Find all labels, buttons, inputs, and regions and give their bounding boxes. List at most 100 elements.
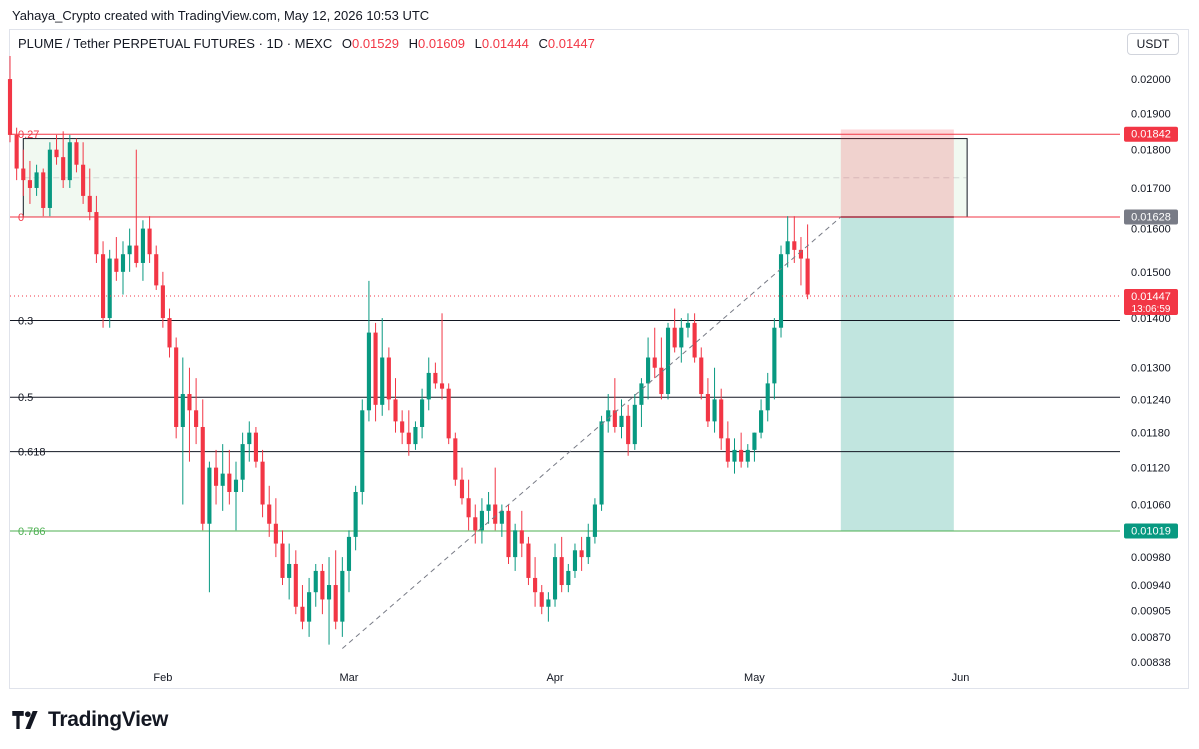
candle-body — [705, 394, 710, 422]
candle-body — [207, 467, 212, 524]
candle — [592, 498, 597, 544]
low-label: L — [474, 36, 482, 51]
price-tick-label: 0.00980 — [1131, 552, 1171, 564]
candle — [313, 563, 318, 607]
candle-body — [519, 530, 524, 544]
candle-body — [778, 254, 784, 328]
candle-body — [533, 577, 538, 593]
candle-body — [646, 357, 651, 384]
candle — [34, 164, 39, 196]
candle-body — [719, 399, 724, 439]
candle — [626, 404, 631, 456]
candle-body — [87, 195, 92, 213]
candle-body — [373, 332, 378, 405]
currency-selector-button[interactable]: USDT — [1127, 33, 1179, 55]
candle — [134, 149, 139, 268]
time-tick-label: Feb — [153, 672, 172, 684]
candle-body — [326, 585, 332, 600]
candles — [7, 56, 810, 645]
candle — [619, 399, 624, 439]
candle-body — [732, 449, 737, 462]
time-tick-label: Mar — [340, 672, 359, 684]
candle-body — [785, 241, 790, 255]
candle — [386, 347, 391, 411]
candle-body — [61, 157, 66, 181]
candle — [539, 585, 544, 615]
candle-body — [307, 592, 312, 622]
candle-body — [712, 399, 717, 422]
candle — [14, 127, 19, 181]
candle — [213, 449, 219, 505]
candle-body — [233, 479, 239, 492]
candle-body — [493, 504, 498, 524]
symbol-legend: PLUME / Tether PERPETUAL FUTURES · 1D · … — [18, 36, 595, 51]
candle — [519, 510, 524, 558]
candle — [300, 585, 305, 630]
candle — [320, 563, 325, 615]
candle — [406, 410, 411, 456]
fib-level-label: 0.27 — [18, 129, 39, 141]
candle-body — [665, 327, 671, 395]
candle-body — [253, 432, 258, 462]
time-axis[interactable]: Feb Mar Apr May Jun — [153, 672, 969, 684]
candle-body — [692, 322, 697, 358]
candle — [679, 318, 684, 363]
high-label: H — [408, 36, 418, 51]
candle — [74, 138, 79, 173]
symbol-title[interactable]: PLUME / Tether PERPETUAL FUTURES · 1D · … — [18, 36, 333, 51]
candle-body — [74, 142, 79, 165]
candle — [253, 426, 258, 468]
candle-body — [572, 550, 578, 571]
low-value: 0.01444 — [481, 36, 529, 51]
dashed-trendline — [342, 216, 842, 649]
candle-body — [320, 570, 325, 600]
candle — [685, 313, 691, 338]
candle-body — [479, 510, 484, 531]
price-axis[interactable]: 0.02000 0.01900 0.01800 0.01700 0.01600 0.015… — [1131, 74, 1171, 669]
candle — [559, 536, 564, 593]
candle-body — [27, 180, 33, 188]
candle — [366, 280, 371, 422]
candle-body — [14, 134, 19, 169]
candle — [326, 557, 332, 645]
candle — [147, 216, 152, 263]
candle — [41, 168, 46, 217]
candle-body — [81, 164, 86, 196]
candle — [745, 444, 750, 468]
price-badge: 0.01628 — [1124, 209, 1178, 225]
price-badge: 0.01842 — [1124, 126, 1178, 142]
candle-body — [486, 504, 491, 511]
price-tick-label: 0.00905 — [1131, 605, 1171, 617]
candle — [778, 245, 784, 338]
open-value: 0.01529 — [351, 36, 399, 51]
candle — [47, 142, 52, 217]
candle-body — [167, 318, 172, 348]
price-badge-bg — [1124, 523, 1178, 539]
candle-body — [213, 467, 219, 486]
tradingview-logo[interactable]: TradingView — [12, 708, 168, 732]
candle-body — [147, 228, 152, 255]
candle — [732, 438, 737, 474]
price-badge-bg — [1124, 209, 1178, 225]
price-tick-label: 0.01800 — [1131, 145, 1171, 157]
candle — [759, 399, 764, 439]
candle-body — [506, 510, 511, 558]
candle — [107, 249, 112, 328]
candle — [798, 237, 804, 286]
candle — [267, 485, 272, 537]
candle — [805, 224, 810, 300]
fib-level-label: 0 — [18, 212, 24, 224]
candle-body — [745, 449, 750, 462]
close-value: 0.01447 — [547, 36, 595, 51]
price-tick-label: 0.01060 — [1131, 500, 1171, 512]
candle — [346, 530, 352, 593]
candle-body — [333, 585, 338, 622]
candle — [453, 432, 458, 486]
candle-body — [273, 523, 278, 544]
candle — [167, 308, 172, 358]
candle-body — [559, 557, 564, 586]
candle — [380, 318, 385, 416]
candle-body — [287, 563, 292, 578]
price-tick-label: 0.01600 — [1131, 224, 1171, 236]
